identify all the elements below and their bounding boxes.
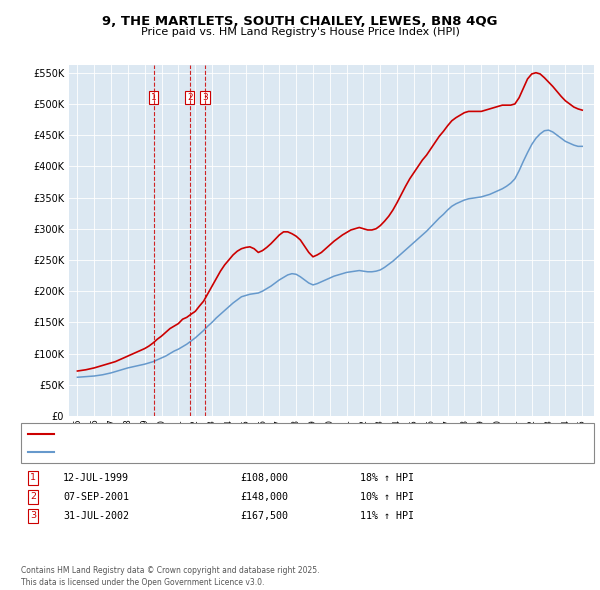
Text: 31-JUL-2002: 31-JUL-2002 <box>63 511 129 520</box>
Text: £167,500: £167,500 <box>240 511 288 520</box>
Text: 07-SEP-2001: 07-SEP-2001 <box>63 492 129 502</box>
Text: 10% ↑ HPI: 10% ↑ HPI <box>360 492 414 502</box>
Text: 1: 1 <box>151 93 157 102</box>
Text: Contains HM Land Registry data © Crown copyright and database right 2025.
This d: Contains HM Land Registry data © Crown c… <box>21 566 320 587</box>
Text: 11% ↑ HPI: 11% ↑ HPI <box>360 511 414 520</box>
Text: £148,000: £148,000 <box>240 492 288 502</box>
Text: HPI: Average price, semi-detached house, Lewes: HPI: Average price, semi-detached house,… <box>58 447 278 457</box>
Text: 1: 1 <box>30 473 36 483</box>
Text: 3: 3 <box>30 511 36 520</box>
Text: 18% ↑ HPI: 18% ↑ HPI <box>360 473 414 483</box>
Text: 12-JUL-1999: 12-JUL-1999 <box>63 473 129 483</box>
Text: 2: 2 <box>187 93 193 102</box>
Text: £108,000: £108,000 <box>240 473 288 483</box>
Text: Price paid vs. HM Land Registry's House Price Index (HPI): Price paid vs. HM Land Registry's House … <box>140 27 460 37</box>
Text: 3: 3 <box>202 93 208 102</box>
Text: 9, THE MARTLETS, SOUTH CHAILEY, LEWES, BN8 4QG (semi-detached house): 9, THE MARTLETS, SOUTH CHAILEY, LEWES, B… <box>58 430 405 439</box>
Text: 9, THE MARTLETS, SOUTH CHAILEY, LEWES, BN8 4QG: 9, THE MARTLETS, SOUTH CHAILEY, LEWES, B… <box>102 15 498 28</box>
Text: 2: 2 <box>30 492 36 502</box>
